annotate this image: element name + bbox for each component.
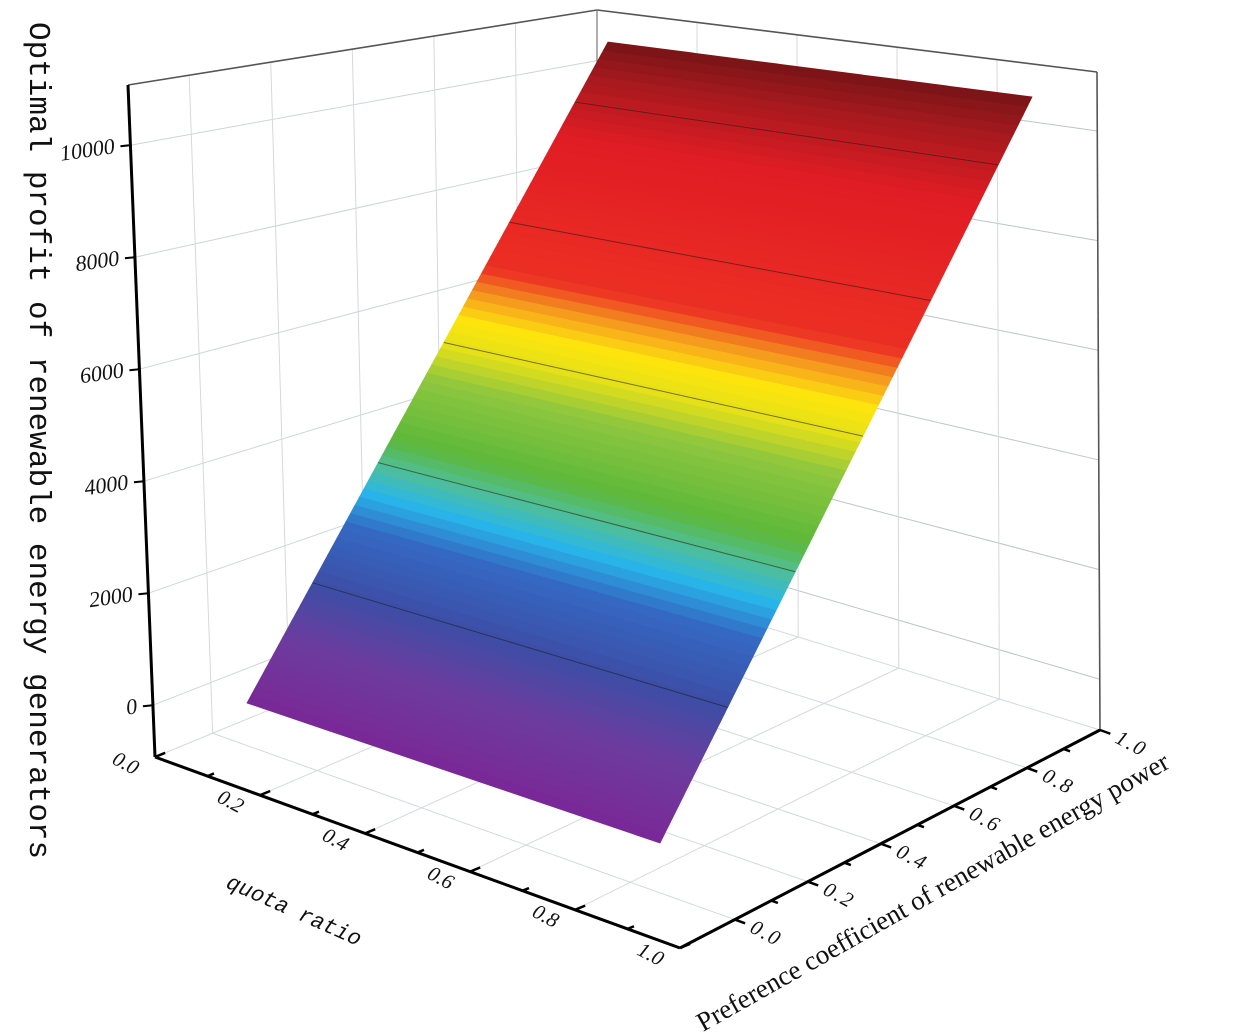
surface [246, 41, 1033, 844]
y-tick [953, 804, 965, 811]
z-tick [138, 592, 149, 596]
contour-line [509, 221, 931, 301]
gridline-left-wall [188, 75, 214, 734]
y-tick-label: 0.2 [819, 877, 859, 913]
gridline-left-wall [270, 62, 291, 702]
x-axis-title: quota ratio [222, 871, 365, 953]
gridline-left-wall [134, 154, 598, 258]
contour-line [443, 341, 864, 437]
y-tick-label: 0.4 [893, 839, 933, 875]
y-minor-tick [916, 823, 925, 829]
x-tick-label: 0.0 [109, 746, 144, 780]
z-tick [124, 256, 136, 260]
z-tick [142, 704, 154, 708]
x-tick [364, 828, 376, 835]
box-edge [1096, 71, 1101, 731]
contour-line [378, 462, 796, 573]
y-tick-label: 0.6 [966, 801, 1006, 837]
box-edge [127, 9, 598, 86]
y-tick-label: 0.8 [1039, 763, 1079, 799]
y-tick [807, 880, 819, 887]
x-minor-tick [627, 925, 635, 931]
contour-line [575, 101, 999, 166]
y-axis-line [679, 728, 1101, 950]
z-axis-title: Optimal profit of renewable energy gener… [20, 22, 55, 859]
x-tick [574, 904, 586, 911]
y-tick [1099, 728, 1111, 735]
x-tick [259, 789, 271, 797]
y-tick-label: 0.0 [746, 915, 786, 951]
gridline-floor [574, 698, 1000, 911]
box-edge [596, 9, 1098, 73]
y-tick [1026, 766, 1038, 773]
x-minor-tick [207, 772, 215, 778]
x-minor-tick [312, 810, 320, 816]
y-tick [734, 918, 746, 925]
contour-lines [312, 101, 999, 708]
y-tick [880, 842, 892, 849]
z-tick-label: 2000 [87, 581, 134, 612]
gridline-left-wall [130, 60, 598, 146]
z-tick [129, 368, 140, 372]
z-tick-label: 4000 [83, 469, 130, 500]
contour-line [312, 582, 728, 708]
y-minor-tick [770, 899, 779, 905]
x-minor-tick [522, 886, 530, 892]
z-axis-line [126, 84, 157, 758]
z-tick [133, 480, 145, 484]
y-axis-title: Preference coefficient of renewable ener… [691, 746, 1174, 1034]
x-minor-tick [417, 848, 425, 854]
y-minor-tick [1063, 747, 1071, 753]
z-tick-label: 6000 [78, 357, 125, 388]
x-tick [469, 866, 481, 873]
surface-patch [941, 85, 1033, 107]
z-tick [120, 144, 131, 148]
z-tick-label: 0 [124, 693, 138, 719]
x-tick [679, 942, 691, 950]
x-tick [154, 751, 166, 759]
y-minor-tick [843, 861, 852, 867]
gridline-floor [212, 732, 735, 921]
z-tick-label: 8000 [74, 245, 121, 276]
z-tick-label: 10000 [58, 133, 116, 165]
y-minor-tick [990, 785, 998, 791]
